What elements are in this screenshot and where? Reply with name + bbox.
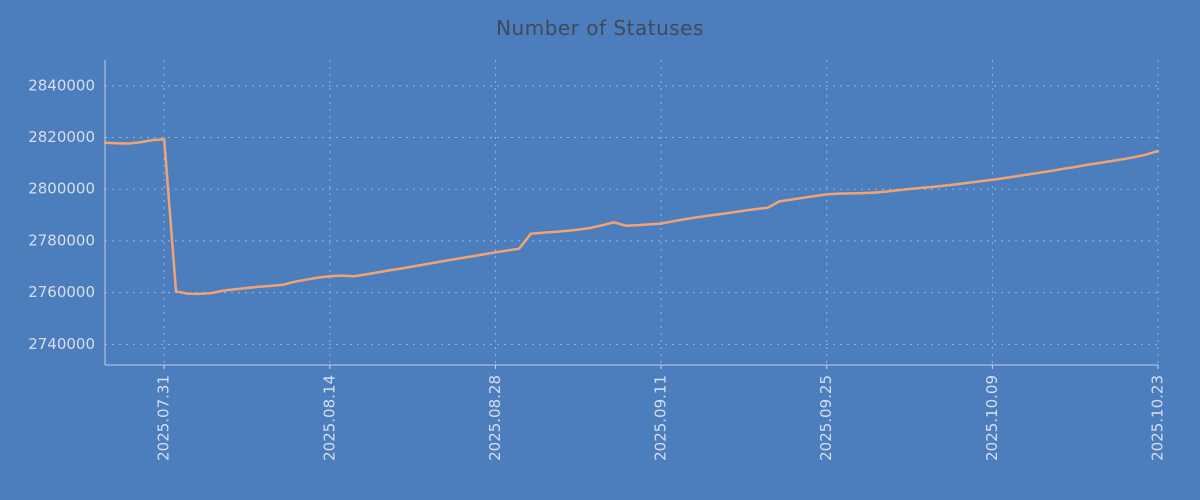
x-tick-label: 2025.08.28 [486,375,504,461]
x-tick-label: 2025.10.09 [983,375,1001,461]
x-tick-label: 2025.09.25 [817,375,835,461]
chart-title: Number of Statuses [496,16,704,40]
statuses-line-chart: 2740000 2760000 2780000 2800000 2820000 28400… [28,60,1167,461]
x-tick-label: 2025.09.11 [652,375,670,461]
y-tick-label: 2820000 [28,128,95,146]
y-tick-label: 2840000 [28,76,95,94]
y-tick-label: 2780000 [28,231,95,249]
y-tick-label: 2760000 [28,283,95,301]
x-tick-label: 2025.10.23 [1149,375,1167,461]
x-tick-label: 2025.08.14 [320,375,338,461]
y-tick-label: 2740000 [28,335,95,353]
statuses-series-line [103,138,1160,296]
x-tick-label: 2025.07.31 [155,375,173,461]
y-tick-label: 2800000 [28,180,95,198]
